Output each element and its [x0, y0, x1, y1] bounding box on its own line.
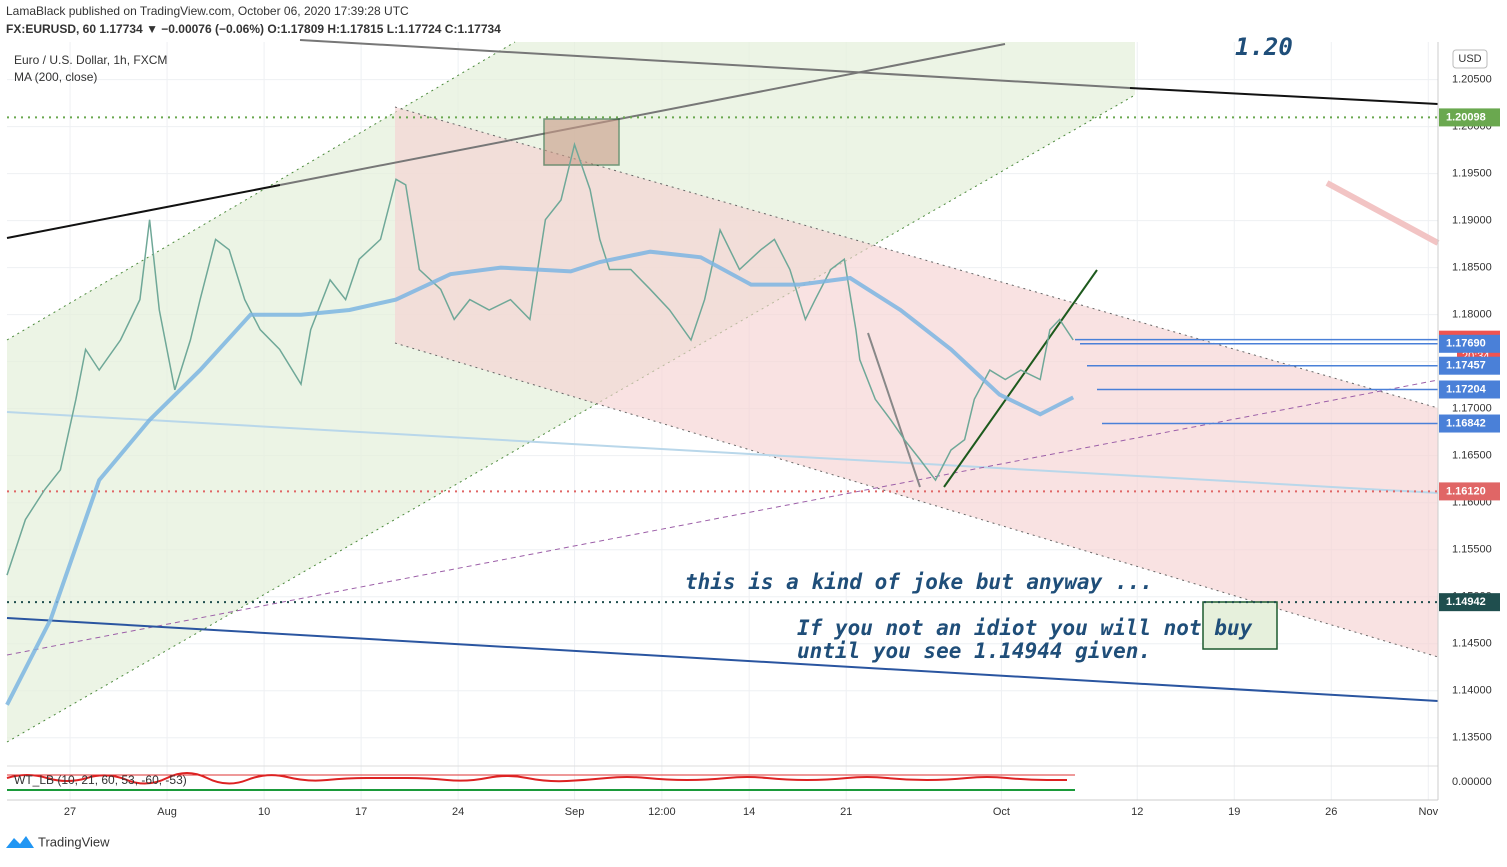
publisher: LamaBlack published on TradingView.com, …: [6, 4, 409, 18]
top-box: [543, 118, 620, 166]
level-box: [1439, 334, 1500, 353]
up-channel-bottom: [6, 94, 1136, 743]
y-tick-label: 1.19500: [1452, 168, 1492, 180]
uptrend-line: [943, 269, 1098, 488]
series-line: [6, 141, 1074, 576]
y-tick-label: 1.17000: [1452, 403, 1492, 415]
level-label: 1.16120: [1446, 485, 1486, 497]
level-label: 1.17457: [1446, 360, 1486, 372]
currency: USD: [1458, 53, 1481, 65]
legend-entry: MA (200, close): [14, 70, 97, 84]
y-tick-label: 1.15500: [1452, 544, 1492, 556]
x-tick-label: 14: [743, 806, 755, 818]
y-tick-label: 1.14000: [1452, 685, 1492, 697]
pink-stroke: [1325, 180, 1440, 246]
level-label: 1.20098: [1446, 111, 1486, 123]
y-tick-label: 1.13500: [1452, 732, 1492, 744]
level-box: [1439, 593, 1500, 612]
level-label: 1.16842: [1446, 417, 1486, 429]
x-tick-label: 12: [1131, 806, 1143, 818]
y-tick-label: 0.00000: [1452, 776, 1492, 788]
y-tick-label: 1.20500: [1452, 74, 1492, 86]
y-tick-label: 1.19000: [1452, 215, 1492, 227]
blue-trend: [6, 617, 1439, 702]
quote: FX:EURUSD, 60 1.17734 ▼ −0.00076 (−0.06%…: [6, 22, 501, 36]
level-label: 1.17204: [1446, 383, 1487, 395]
gray-trend: [279, 43, 1006, 186]
y-tick-label: 1.16500: [1452, 450, 1492, 462]
series-line: [5, 249, 1075, 706]
level-label: 1.14942: [1446, 596, 1486, 608]
indicator-label: WT_LB (10, 21, 60, 53, -60, -53): [14, 773, 187, 787]
level-box: [1439, 380, 1500, 399]
plot: [5, 141, 1075, 706]
up-channel-top: [6, 41, 516, 341]
annotation: If you not an idiot you will not buy: [797, 616, 1253, 640]
gray-resistance: [299, 39, 1131, 89]
logo: [6, 836, 34, 848]
level-box: [1439, 414, 1500, 433]
x-tick-label: Nov: [1419, 806, 1439, 818]
legend-entry: Euro / U.S. Dollar, 1h, FXCM: [14, 53, 167, 67]
x-tick-label: 10: [258, 806, 270, 818]
x-tick-label: 24: [452, 806, 464, 818]
annotation: this is a kind of joke but anyway ...: [685, 570, 1153, 594]
x-tick-label: 12:00: [648, 806, 676, 818]
y-tick-label: 1.14500: [1452, 638, 1492, 650]
y-tick-label: 1.18000: [1452, 309, 1492, 321]
x-tick-label: 19: [1228, 806, 1240, 818]
wedge-line: [867, 332, 921, 488]
annotation: until you see 1.14944 given.: [797, 639, 1151, 663]
x-tick-label: Oct: [993, 806, 1010, 818]
x-tick-label: 27: [64, 806, 76, 818]
level-box: [1439, 356, 1500, 375]
x-tick-label: 17: [355, 806, 367, 818]
levels: [7, 116, 1438, 604]
level-label: 1.17690: [1446, 338, 1486, 350]
black-trend: [6, 184, 281, 239]
level-box: [1439, 108, 1500, 127]
light-trend: [6, 411, 1439, 494]
down-channel: [395, 107, 1438, 657]
x-tick-label: Sep: [565, 806, 585, 818]
x-tick-label: 26: [1325, 806, 1337, 818]
y-tick-label: 1.18500: [1452, 262, 1492, 274]
x-tick-label: Aug: [157, 806, 177, 818]
annotation: 1.20: [1235, 33, 1293, 61]
currency-box: [1452, 49, 1488, 69]
indicator-wave: [6, 772, 1067, 785]
footer: TradingView: [38, 834, 110, 849]
x-tick-label: 21: [840, 806, 852, 818]
level-box: [1439, 482, 1500, 501]
black-resistance: [1129, 87, 1439, 105]
